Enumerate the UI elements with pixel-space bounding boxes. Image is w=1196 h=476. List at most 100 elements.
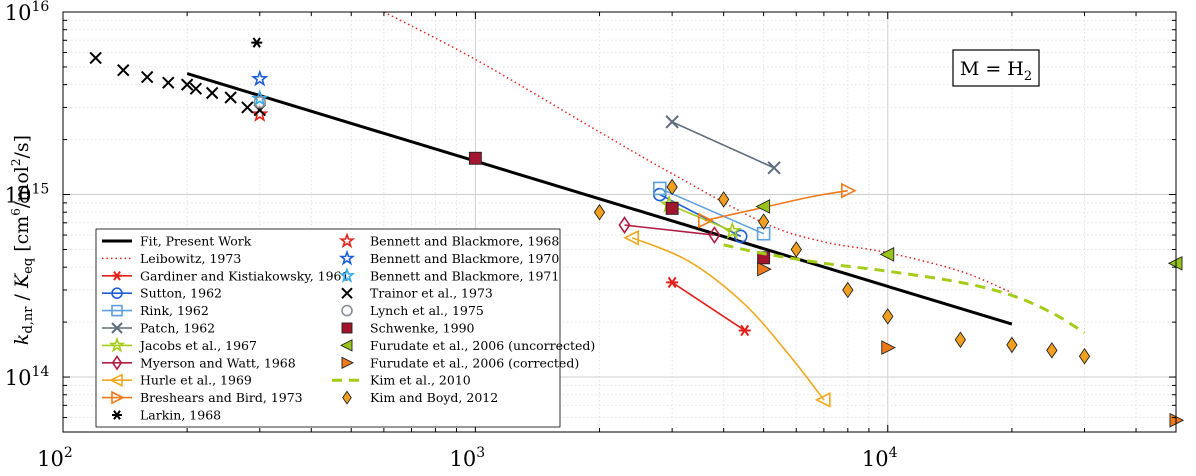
legend-label: Sutton, 1962 [140, 286, 222, 301]
series-8 [623, 229, 831, 408]
legend-item: Schwenke, 1990 [341, 321, 475, 336]
series-line [631, 236, 825, 401]
legend-label: Kim et al., 2010 [370, 373, 471, 388]
ylabel-slash: / [11, 288, 33, 306]
legend-swatch [102, 336, 132, 353]
legend-swatch [338, 232, 356, 249]
ylabel-k: k [11, 334, 33, 346]
legend-swatch [338, 249, 356, 266]
legend-item: Trainor et al., 1973 [341, 286, 493, 301]
data-point [738, 324, 751, 337]
series-line [186, 72, 1013, 326]
data-point [140, 70, 154, 84]
series-9 [697, 182, 857, 229]
data-point [1006, 336, 1018, 354]
series-line [671, 281, 746, 332]
data-point [253, 96, 267, 109]
legend-swatch [341, 356, 355, 370]
legend-item: Bennett and Blackmore, 1971 [338, 267, 559, 283]
data-point [666, 276, 679, 289]
data-point [790, 241, 802, 258]
legend-label: Myerson and Watt, 1968 [140, 355, 296, 370]
legend-item: Breshears and Bird, 1973 [102, 390, 303, 405]
legend-item: Rink, 1962 [102, 303, 209, 318]
data-point [623, 229, 639, 246]
series-10 [251, 37, 263, 48]
data-point [250, 105, 269, 122]
ylabel-unit-open: [cm [11, 216, 33, 252]
legend-item: Furudate et al., 2006 (corrected) [341, 355, 579, 370]
legend-item: Sutton, 1962 [102, 286, 222, 301]
annotation-frame [952, 49, 1040, 87]
ylabel-K-sub: eq [21, 258, 36, 274]
y-axis-label: kd,nr / Keq [cm6/mol2/s] [9, 135, 36, 345]
data-point [1078, 347, 1091, 365]
legend-frame [95, 228, 561, 428]
annotation-subscript: 2 [1024, 69, 1032, 84]
data-point [723, 221, 742, 240]
data-point [162, 76, 175, 89]
series-line [671, 121, 775, 169]
data-point [593, 203, 606, 221]
legend-swatch [341, 304, 353, 317]
legend-label: Jacobs et al., 1967 [138, 338, 257, 353]
annotation-prefix: M = H [960, 58, 1024, 80]
series-0 [186, 72, 1013, 326]
legend-label: Lynch et al., 1975 [370, 303, 484, 318]
data-point [718, 191, 730, 208]
data-point [618, 216, 631, 235]
data-point [757, 251, 771, 265]
data-point [180, 78, 194, 91]
ylabel-unit-mid: /mol [11, 166, 33, 208]
x-tick-label: 102 [37, 445, 73, 471]
legend-label: Hurle et al., 1969 [140, 373, 252, 388]
series-1 [383, 12, 1013, 294]
plot-area [89, 12, 1185, 428]
series-19 [723, 243, 1086, 334]
series-13 [250, 89, 269, 107]
data-point [665, 201, 679, 215]
series-line [723, 243, 1086, 334]
series-20 [593, 178, 1091, 365]
legend-swatch [102, 390, 132, 405]
x-tick-label: 103 [450, 445, 486, 471]
legend-item: Gardiner and Kistiakowsky, 1961 [102, 268, 349, 283]
data-point [1167, 255, 1183, 271]
legend-swatch [102, 322, 132, 334]
series-line [624, 224, 715, 236]
legend-item: Bennett and Blackmore, 1968 [338, 232, 559, 249]
legend-label: Leibowitz, 1973 [140, 251, 241, 266]
series-15 [253, 96, 267, 109]
data-point [89, 51, 102, 65]
legend-label: Fit, Present Work [140, 234, 252, 249]
data-point [241, 101, 254, 114]
legend-item: Kim and Boyd, 2012 [342, 390, 498, 405]
series-11 [250, 105, 269, 122]
series-18 [757, 261, 1185, 428]
data-point [665, 115, 679, 129]
data-point [840, 182, 857, 199]
legend-label: Furudate et al., 2006 (corrected) [370, 355, 579, 370]
data-point [468, 151, 482, 165]
legend-swatch [102, 355, 132, 371]
legend-swatch [342, 390, 352, 405]
x-tick-label: 104 [862, 445, 898, 471]
series-line [668, 203, 733, 232]
y-tick-label: 1014 [5, 364, 50, 390]
legend-label: Patch, 1962 [140, 321, 215, 336]
legend-item: Patch, 1962 [102, 321, 215, 336]
legend: Fit, Present Work Leibowitz, 1973 Gardiner… [95, 228, 595, 428]
legend-item: Jacobs et al., 1967 [102, 336, 257, 353]
series-line [383, 12, 1013, 294]
legend-swatch [338, 267, 356, 283]
data-point [767, 161, 781, 175]
legend-item: Kim et al., 2010 [332, 373, 471, 388]
axes-frame [62, 11, 1177, 433]
legend-item: Leibowitz, 1973 [102, 251, 241, 266]
legend-swatch [102, 373, 132, 387]
data-point [1046, 342, 1058, 359]
ylabel-unit-close: /s] [11, 135, 33, 159]
data-point [697, 212, 714, 229]
annotation-text: M = H2 [960, 58, 1032, 84]
